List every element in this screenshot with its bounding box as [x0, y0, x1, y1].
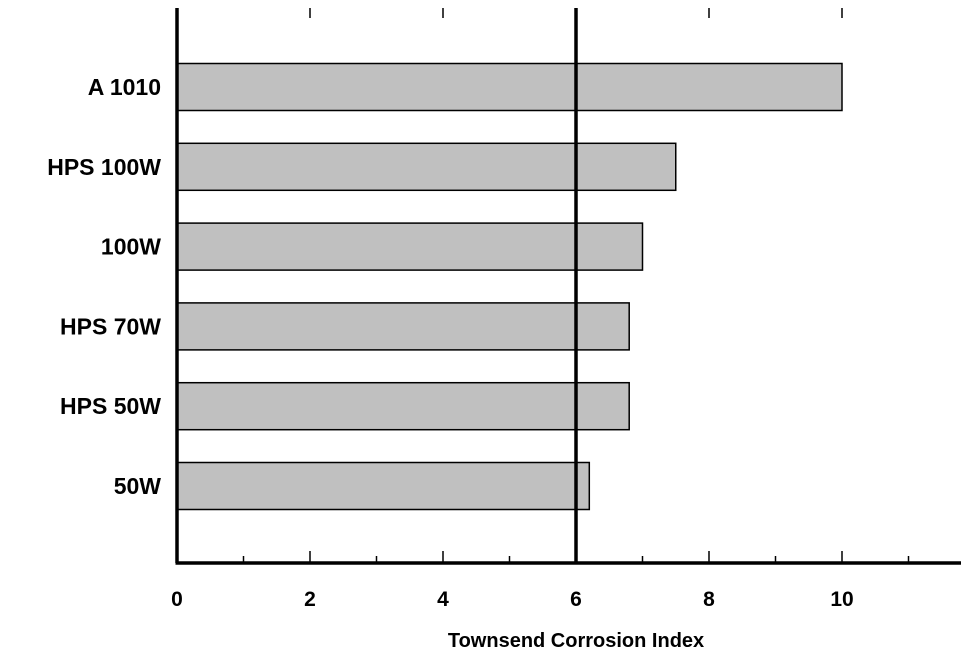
category-label: HPS 70W [60, 313, 161, 339]
bar-hps-70w [176, 302, 630, 351]
bar-hps-100w [176, 142, 677, 192]
x-tick-label: 0 [171, 588, 183, 611]
x-axis-title: Townsend Corrosion Index [448, 630, 704, 652]
bar-hps-50w [176, 381, 630, 431]
bar-100w [176, 222, 644, 271]
x-tick-label: 4 [437, 588, 449, 611]
category-label: 50W [114, 473, 162, 499]
category-label: 100W [101, 234, 161, 260]
category-label: HPS 50W [60, 393, 161, 419]
category-label: A 1010 [88, 74, 161, 100]
x-tick-label: 10 [830, 588, 853, 611]
x-tick-label: 8 [703, 588, 715, 611]
bar-50w [176, 461, 591, 511]
x-tick-label: 2 [304, 588, 316, 611]
category-label: HPS 100W [47, 154, 161, 180]
plot-area: A 1010 HPS 100W 100W HPS 70W HPS 50W 50W 0 2 4 6 8… [47, 8, 961, 611]
bar-a-1010 [176, 62, 843, 112]
x-tick-label: 6 [570, 588, 582, 611]
